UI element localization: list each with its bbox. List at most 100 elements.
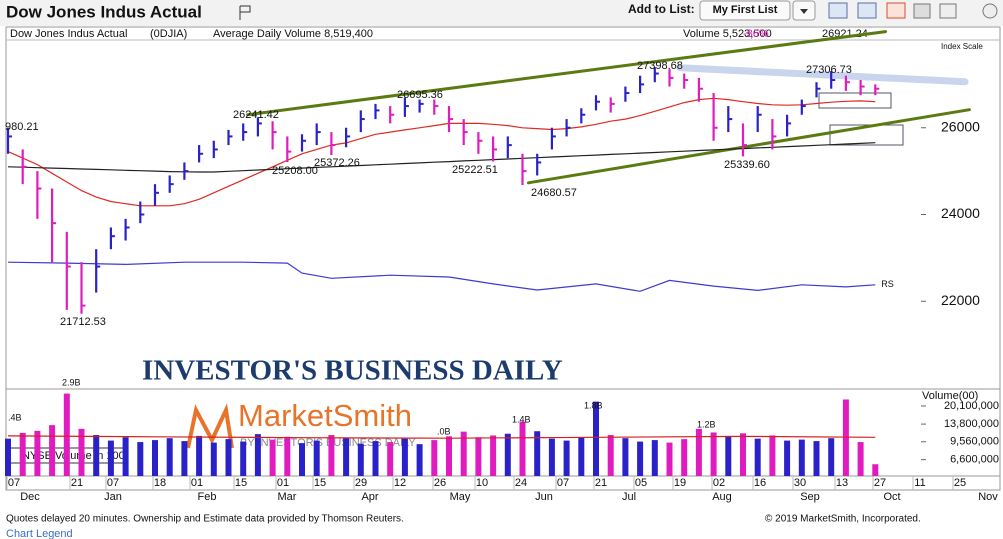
volume-annotation: .0B [437,426,451,436]
volume-bar [725,435,732,476]
price-annotation: 27398.68 [637,60,683,72]
day-label: 24 [515,477,527,489]
volume-bar [740,433,746,476]
volume-bar [490,435,497,476]
volume-average [7,435,876,439]
copyright: © 2019 MarketSmith, Incorporated. [765,514,921,525]
volume-bar [387,442,394,476]
day-label: 26 [434,477,446,489]
chart-legend-link[interactable]: Chart Legend [6,528,73,539]
volume-tick-label: 6,600,000 [950,454,999,466]
scale-note: Index Scale [941,42,983,51]
month-label: Jan [104,491,122,503]
volume-bar [107,440,114,476]
volume-tick-label: 13,800,000 [944,418,999,430]
volume-bar [813,441,820,476]
tools-icon[interactable] [939,3,957,19]
month-label: Oct [883,491,900,503]
volume-bar [710,432,717,476]
price-annotation: 25222.51 [452,164,498,176]
day-label: 30 [794,477,806,489]
volume-bar [401,438,408,476]
price-annotation: 27306.73 [806,64,852,76]
day-label: 21 [71,477,83,489]
volume-bar [460,431,467,476]
volume-bar [828,438,835,476]
volume-bar [754,438,761,476]
volume-bar [637,441,644,476]
volume-bar [240,441,247,476]
tool-icon[interactable] [828,2,848,19]
highlight-box [818,92,892,109]
month-label: May [450,491,471,503]
volume-bar [857,442,864,476]
month-label: Jun [535,491,553,503]
day-label: 21 [595,477,607,489]
price-annotation: 25372.26 [314,157,360,169]
ms-logo [186,403,234,449]
day-label: 07 [107,477,119,489]
moving-average [7,97,876,207]
volume-bar [284,436,291,476]
volume-bar [343,437,350,476]
volume-bar [357,443,364,476]
volume-bar [63,393,70,476]
volume-bar [446,436,452,476]
volume-bar [166,438,173,476]
highlight-box [829,124,904,146]
volume-bar [475,437,482,476]
print-icon[interactable] [913,3,931,19]
volume-bar [666,442,673,476]
month-label: Mar [278,491,297,503]
volume-bar [563,440,570,476]
volume-bar [299,443,305,476]
ms-sub: BY INVESTOR'S BUSINESS DAILY [240,437,416,449]
volume-bar [578,437,585,476]
chart-title: Dow Jones Indus Actual [10,28,127,40]
volume-bar [798,439,805,476]
day-label: 16 [754,477,766,489]
day-label: 19 [674,477,686,489]
tool-icon[interactable] [886,2,906,19]
day-label: 15 [314,477,326,489]
volume-bar [313,440,320,476]
volume-bar [34,430,41,476]
volume-bar [872,464,879,476]
month-label: Aug [712,491,732,503]
day-label: 05 [635,477,647,489]
help-icon[interactable] [982,3,998,19]
list-name[interactable]: My First List [713,4,778,16]
month-label: Apr [361,491,378,503]
rs-line [7,261,876,292]
day-label: 10 [476,477,488,489]
price-annotation: 980.21 [5,121,39,133]
month-label: Dec [20,491,40,503]
volume-bar [328,435,335,476]
flag-icon[interactable] [239,5,251,20]
volume-bar [607,435,614,476]
list-button[interactable] [699,0,791,21]
price-annotation: 26241.42 [233,109,279,121]
tool-icon[interactable] [857,2,877,19]
day-label: 25 [954,477,966,489]
price-annotation: 24680.57 [531,187,577,199]
price-annotation: 25339.60 [724,159,770,171]
volume-bar [651,440,658,476]
month-label: Feb [198,491,217,503]
volume-bar [622,438,629,476]
volume-bar [210,442,217,476]
volume-annotation: .4B [8,412,22,422]
dropdown-arrow [800,9,808,14]
volume-annotation: 1.8B [584,400,603,410]
day-label: 13 [836,477,848,489]
day-label: 07 [8,477,20,489]
day-label: 15 [235,477,247,489]
volume-bar [372,441,379,476]
volume-bar [431,440,438,476]
volume-bar [122,437,129,476]
day-label: 02 [713,477,725,489]
volume-bar [695,428,702,476]
symbol: (0DJIA) [150,28,187,40]
volume-bar [78,428,85,476]
